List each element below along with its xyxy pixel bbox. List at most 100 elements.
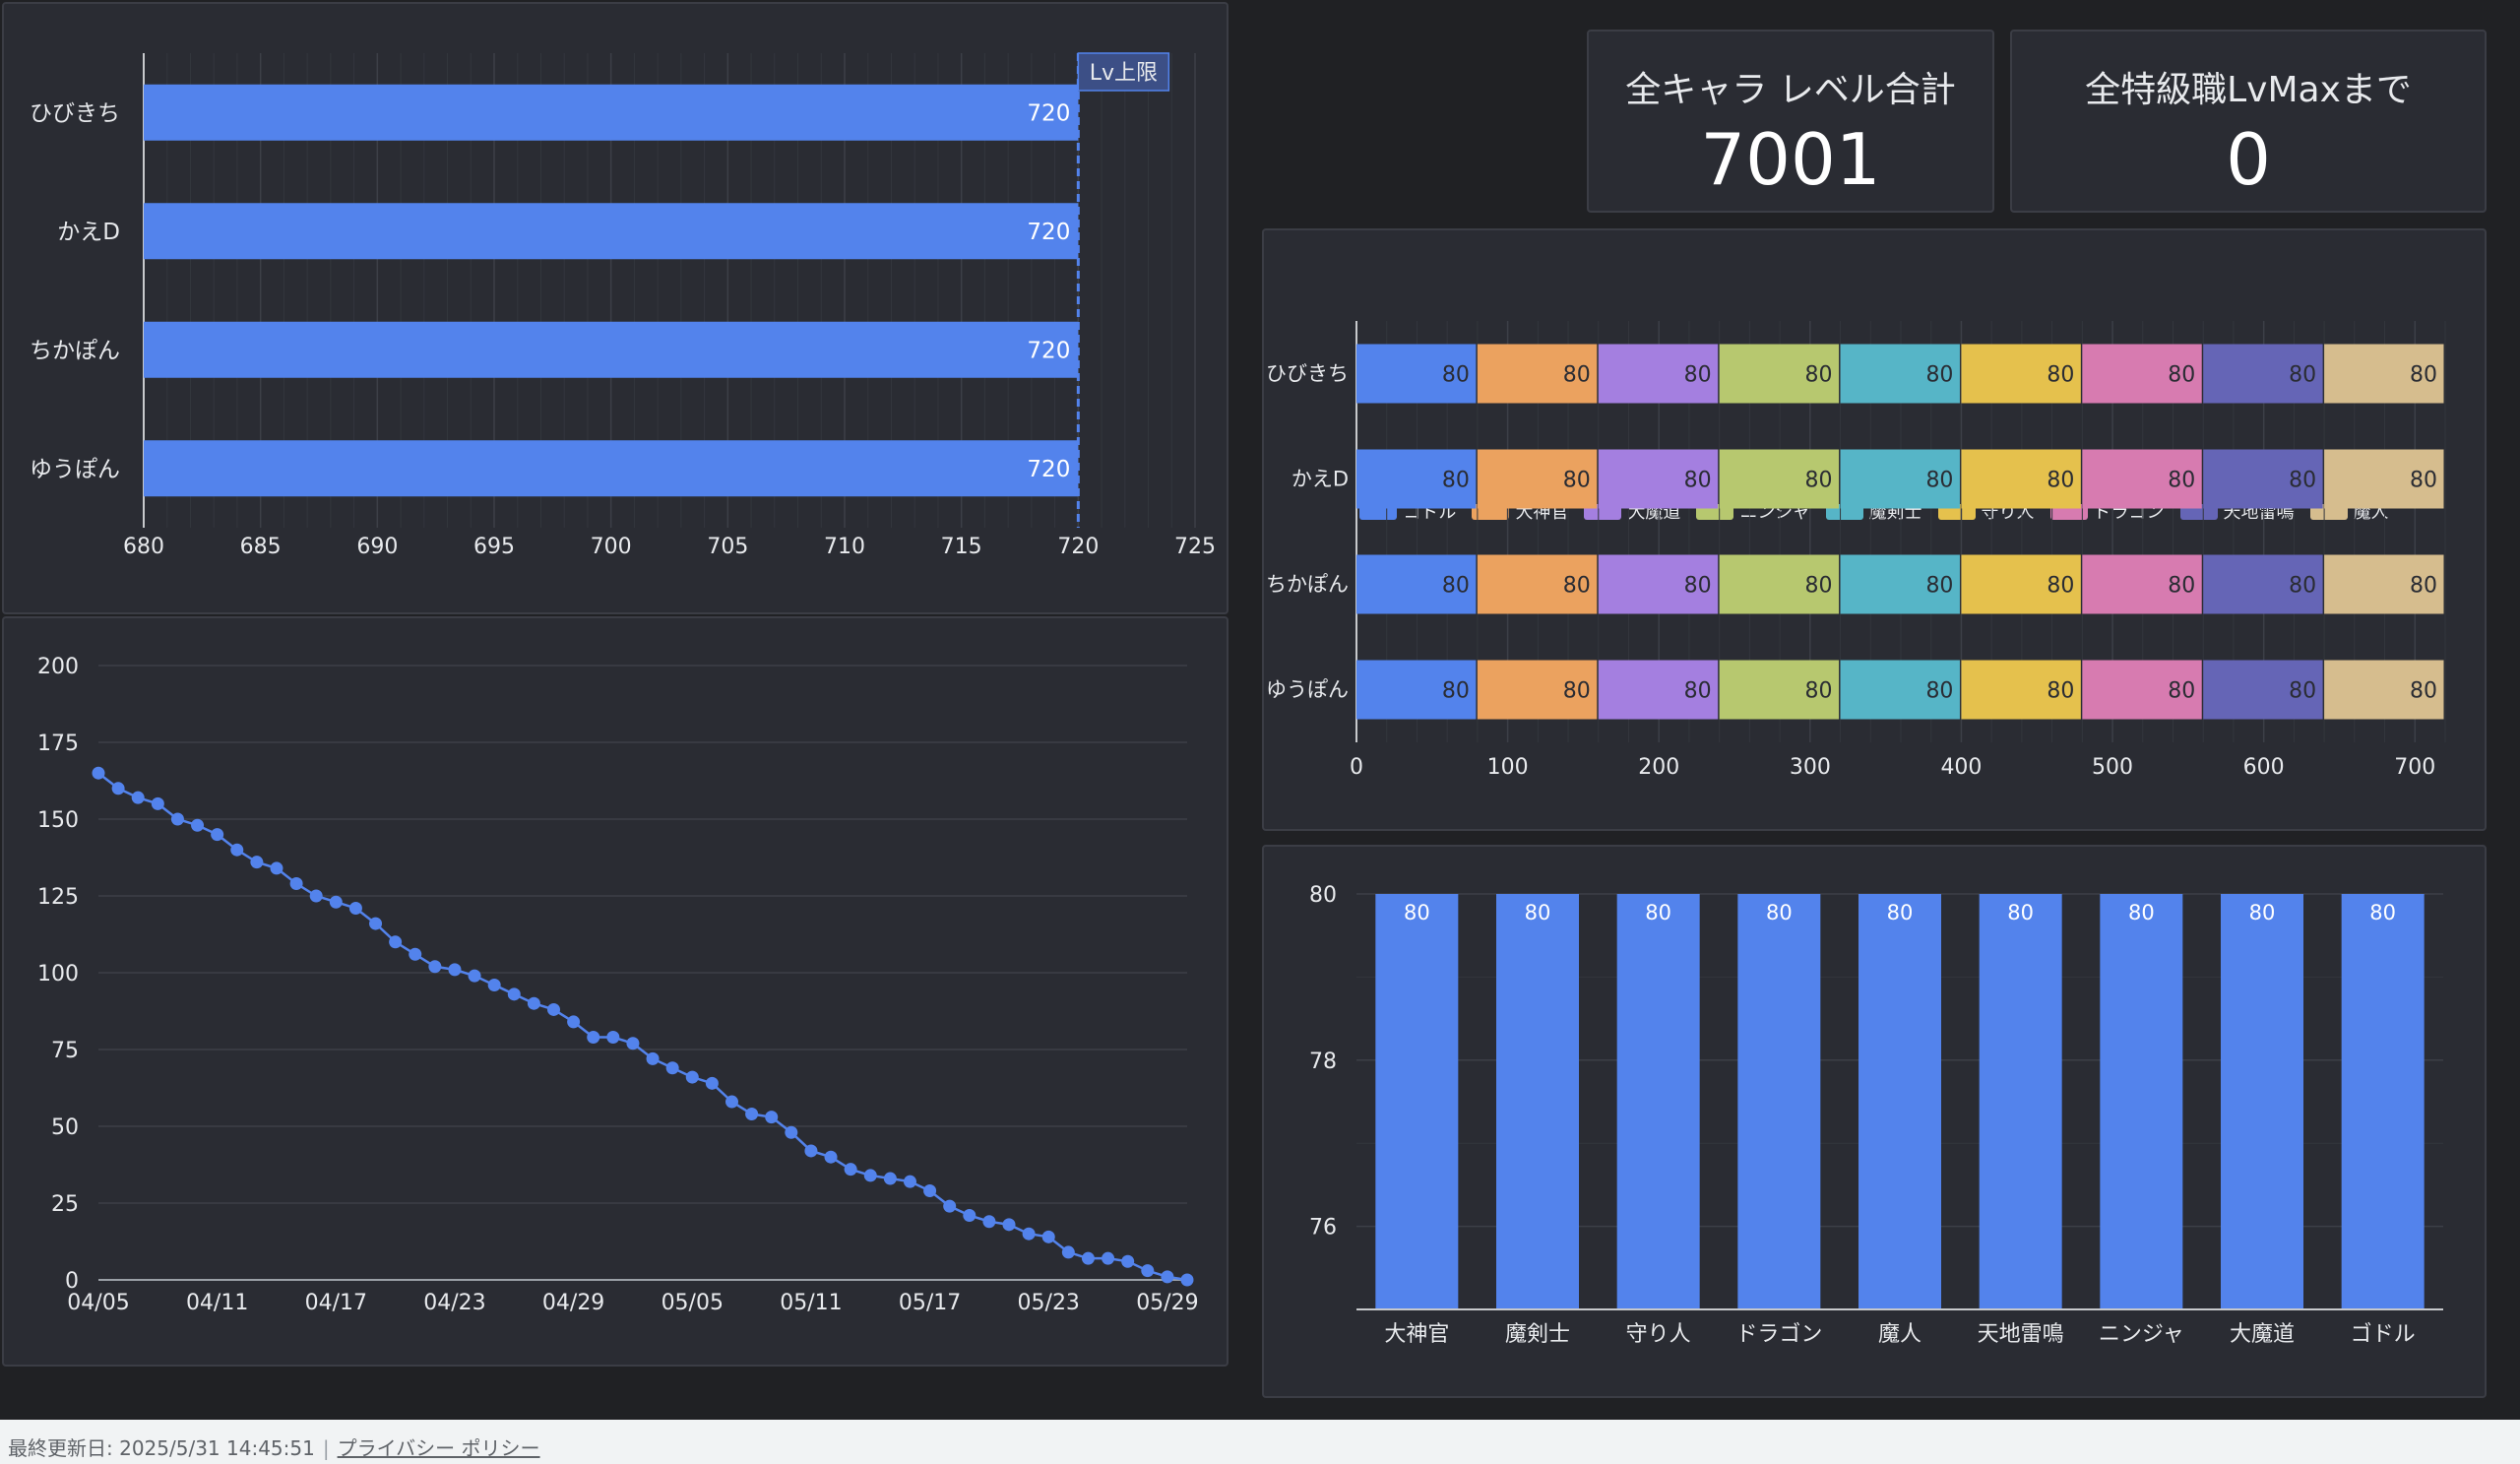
x-tick-label: 715 xyxy=(941,535,982,559)
segment-value-label: 80 xyxy=(2168,363,2195,388)
column-bar xyxy=(1979,894,2062,1309)
bar-value-label: 720 xyxy=(1027,100,1070,126)
y-category-label: ひびきち xyxy=(30,100,120,126)
bar-value-label: 80 xyxy=(2249,901,2276,924)
y-tick-label: 50 xyxy=(51,1115,79,1140)
column-bar xyxy=(1737,894,1821,1309)
segment-value-label: 80 xyxy=(2047,679,2074,704)
x-tick-label: 695 xyxy=(473,535,515,559)
x-category-label: 大神官 xyxy=(1384,1322,1449,1347)
stack-segment xyxy=(2082,660,2202,720)
level-total-title: 全キャラ レベル合計 xyxy=(1625,70,1956,110)
stack-segment xyxy=(2203,660,2323,720)
bar xyxy=(144,440,1079,497)
data-point xyxy=(309,889,323,903)
until-max-value: 0 xyxy=(2226,118,2271,201)
bar-value-label: 80 xyxy=(1887,901,1914,924)
y-tick-label: 25 xyxy=(51,1192,79,1217)
data-point xyxy=(329,895,343,909)
segment-value-label: 80 xyxy=(2289,574,2316,599)
segment-value-label: 80 xyxy=(2289,469,2316,493)
bar xyxy=(144,84,1079,141)
x-tick-label: 700 xyxy=(2394,755,2435,780)
segment-value-label: 80 xyxy=(1925,574,1953,599)
data-point xyxy=(785,1125,798,1139)
data-point xyxy=(804,1144,818,1158)
x-category-label: 魔人 xyxy=(1878,1322,1922,1347)
data-point xyxy=(487,978,501,991)
segment-value-label: 80 xyxy=(1925,679,1953,704)
stack-segment xyxy=(1719,344,1840,404)
data-point xyxy=(1102,1251,1115,1265)
data-point xyxy=(250,856,264,869)
bar-value-label: 80 xyxy=(2007,901,2034,924)
segment-value-label: 80 xyxy=(2410,363,2437,388)
y-category-label: ゆうぽん xyxy=(1266,678,1349,702)
data-point xyxy=(468,969,481,983)
data-point xyxy=(527,996,540,1010)
data-point xyxy=(131,791,145,804)
data-point xyxy=(626,1037,640,1050)
remaining-levels-chart: 0 25 50 75 100 125 150 175 200 04/05 04/11 04/17 04/… xyxy=(37,655,1199,1315)
x-category-label: 大魔道 xyxy=(2230,1322,2295,1347)
segment-value-label: 80 xyxy=(1805,469,1833,493)
segment-value-label: 80 xyxy=(2047,574,2074,599)
footer-divider: | xyxy=(322,1436,330,1460)
x-tick-label: 725 xyxy=(1174,535,1216,559)
x-tick-label: 05/11 xyxy=(780,1291,842,1315)
stack-segment xyxy=(2324,344,2444,404)
y-category-label: ゆうぽん xyxy=(30,457,120,482)
data-point xyxy=(844,1163,857,1177)
x-tick-label: 04/11 xyxy=(186,1291,248,1315)
bar-value-label: 720 xyxy=(1027,338,1070,363)
data-point xyxy=(111,782,125,796)
data-point xyxy=(587,1031,600,1045)
until-max-card: 全特級職LvMaxまで 0 xyxy=(2010,30,2487,213)
data-point xyxy=(824,1150,838,1164)
privacy-policy-link[interactable]: プライバシー ポリシー xyxy=(337,1436,540,1460)
data-point xyxy=(409,947,422,961)
class-stack-chart: 0 100 200 300 400 500 600 700 80 80 80 80 80 80 80 80 80… xyxy=(1266,321,2446,780)
data-point xyxy=(547,1002,561,1016)
x-tick-label: 700 xyxy=(591,535,632,559)
stack-segment xyxy=(1356,344,1477,404)
stack-segment xyxy=(2203,449,2323,509)
bar-value-label: 720 xyxy=(1027,457,1070,482)
stack-segment xyxy=(1719,449,1840,509)
data-point xyxy=(1022,1227,1036,1241)
data-point xyxy=(863,1169,877,1182)
stack-segment xyxy=(1477,344,1598,404)
y-category-label: ちかぽん xyxy=(1266,573,1349,597)
segment-value-label: 80 xyxy=(1442,679,1470,704)
column-bar xyxy=(2221,894,2303,1309)
x-tick-label: 720 xyxy=(1057,535,1099,559)
data-point xyxy=(151,796,164,810)
segment-value-label: 80 xyxy=(1805,363,1833,388)
reference-line-label: Lv上限 xyxy=(1090,61,1158,86)
last-updated: 最終更新日: 2025/5/31 14:45:51 xyxy=(8,1436,315,1460)
data-point xyxy=(685,1070,699,1084)
data-point xyxy=(1141,1264,1155,1278)
x-tick-label: 680 xyxy=(123,535,164,559)
y-tick-label: 78 xyxy=(1309,1050,1337,1074)
segment-value-label: 80 xyxy=(1684,574,1712,599)
data-point xyxy=(646,1051,660,1065)
x-category-label: 守り人 xyxy=(1626,1322,1691,1347)
stack-segment xyxy=(2203,554,2323,614)
segment-value-label: 80 xyxy=(1925,363,1953,388)
x-tick-label: 500 xyxy=(2092,755,2133,780)
stack-segment xyxy=(2324,449,2444,509)
segment-value-label: 80 xyxy=(1563,679,1591,704)
bar-value-label: 80 xyxy=(2128,901,2155,924)
x-category-label: 魔剣士 xyxy=(1505,1322,1570,1347)
x-tick-label: 05/29 xyxy=(1136,1291,1198,1315)
column-bar xyxy=(1375,894,1459,1309)
data-point xyxy=(170,812,184,826)
data-point xyxy=(1180,1273,1194,1287)
segment-value-label: 80 xyxy=(2168,574,2195,599)
x-tick-label: 05/23 xyxy=(1018,1291,1080,1315)
character-level-chart-panel: 680 685 690 695 700 705 710 715 720 725 720 ひびきち 720… xyxy=(2,2,1228,614)
data-point xyxy=(705,1076,719,1090)
y-category-label: かえD xyxy=(1292,468,1349,491)
y-tick-label: 100 xyxy=(37,962,79,987)
